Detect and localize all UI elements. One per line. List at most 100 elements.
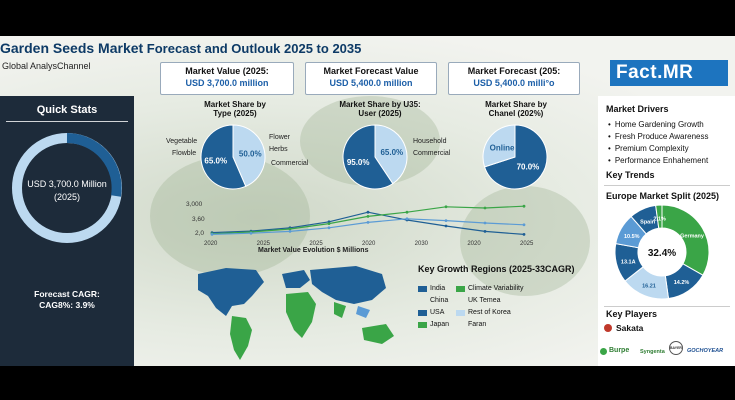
- title-main: Garden Seeds Market: [0, 40, 144, 56]
- divider: [604, 306, 730, 307]
- map-asia: [310, 266, 386, 304]
- legend-item: Japan: [430, 321, 450, 328]
- y-tick-label: 3,60: [192, 216, 205, 223]
- pie-side-label: Commercial: [271, 160, 309, 167]
- kpi-label: Market Value (2025:: [185, 66, 269, 76]
- line-point: [444, 205, 448, 209]
- page-title: Garden Seeds Market Forecast and Outlouk…: [0, 40, 361, 58]
- legend-swatch: [418, 310, 427, 316]
- pie-side-label: Flowble: [172, 150, 197, 157]
- player-syngenta: Syngenta: [640, 349, 665, 355]
- pie-side-label: Flower: [269, 134, 291, 141]
- map-africa: [286, 292, 316, 338]
- line-point: [522, 223, 526, 227]
- pie-slice: [200, 124, 247, 190]
- line-chart-caption: Market Value Evolution $ Millions: [258, 247, 369, 254]
- quick-stats-panel: Quick Stats USD 3,700.0 Million (2025) F…: [0, 96, 134, 366]
- europe-title: Europe Market Split (2025): [606, 191, 720, 201]
- logo-suffix: .MR: [657, 62, 694, 83]
- x-tick-label: 2025: [309, 241, 323, 247]
- line-point: [249, 231, 253, 235]
- divider: [6, 121, 128, 122]
- line-point: [288, 227, 292, 231]
- quick-stats-ring: [12, 133, 122, 243]
- driver-item: Performance Enhahement: [608, 156, 708, 165]
- regions-legend-title: Key Growth Regions (2025-33CAGR): [418, 264, 575, 274]
- kpi-label: Market Forecast (205:: [467, 66, 561, 76]
- legend-item: USA: [430, 309, 445, 316]
- pie-slice-label: 70.0%: [517, 162, 540, 171]
- line-point: [288, 230, 292, 233]
- line-point: [483, 230, 487, 233]
- legend-swatch: [418, 286, 427, 292]
- quick-stats-year: (2025): [53, 192, 80, 202]
- line-series: [211, 205, 525, 235]
- pie-slice: [661, 204, 710, 276]
- line-point: [366, 221, 370, 224]
- pie-user-title: Market Share by U35: User (2025): [339, 100, 421, 118]
- drivers-title: Market Drivers: [606, 104, 669, 114]
- pie-slice-label: 10.5%: [624, 234, 640, 240]
- divider: [604, 185, 730, 186]
- pie-slice: [342, 124, 394, 190]
- line-point: [210, 233, 214, 236]
- player-goodyear: GOCHOYEAR: [687, 348, 724, 354]
- kpi-forecast-value: Market Forecast Value USD 5,400.0 millio…: [305, 62, 437, 95]
- kpi-value: USD 5,400.0 million: [329, 78, 413, 88]
- subtitle: Global AnalysChannel: [2, 61, 91, 71]
- line-point: [444, 219, 448, 222]
- cagr-label: Forecast CAGR:: [34, 289, 100, 299]
- x-tick-label: 2030: [414, 241, 429, 247]
- pie-slice: [232, 124, 266, 188]
- kpi-value: USD 3,700.0 million: [185, 78, 269, 88]
- map-southeast-asia: [356, 306, 370, 318]
- kpi-label: Market Forecast Value: [323, 66, 419, 76]
- bayer-icon: [669, 341, 683, 355]
- line-point: [366, 215, 370, 218]
- legend-item: UK Temea: [468, 297, 501, 304]
- pie-slice-label: Germany: [680, 234, 705, 240]
- legend-item: Rest of Korea: [468, 309, 511, 316]
- line-point: [483, 206, 487, 210]
- pie-side-label: Vegetable: [166, 138, 198, 145]
- ring-fill: [66, 133, 122, 197]
- pie-slice: [482, 124, 516, 168]
- map-south-america: [230, 316, 252, 360]
- x-tick-label: 2020: [362, 241, 376, 247]
- kpi-value: USD 5,400.0 milli°o: [473, 78, 555, 88]
- line-point: [522, 233, 526, 236]
- legend-swatch: [456, 310, 465, 316]
- map-europe: [282, 270, 310, 288]
- kpi-market-forecast: Market Forecast (205: USD 5,400.0 milli°…: [448, 62, 580, 95]
- legend-swatch: [418, 322, 427, 328]
- players-title: Key Players: [606, 309, 658, 319]
- line-point: [444, 224, 448, 228]
- burpee-icon: [600, 348, 607, 355]
- pie-side-label: Herbs: [269, 146, 288, 153]
- player-burpee: Burpe: [609, 347, 630, 354]
- x-tick-label: 2020: [467, 241, 481, 247]
- pie-channel-title: Market Share by Chanel (202%): [485, 100, 547, 118]
- pie-slice-label: 16.21: [642, 283, 656, 289]
- line-point: [405, 210, 409, 214]
- pie-slice: [655, 204, 663, 229]
- pie-type-title: Market Share by Type (2025): [204, 100, 266, 118]
- pie-slice-label: Spain: [640, 219, 656, 225]
- driver-item: Fresh Produce Awareness: [608, 132, 709, 141]
- pie-side-label: Household: [413, 138, 447, 145]
- pie-slice-label: 13.1A: [621, 259, 636, 265]
- x-tick-label: 2025: [520, 241, 534, 247]
- quick-stats-title: Quick Stats: [36, 104, 98, 116]
- pie-slice-label: Online: [490, 144, 515, 153]
- pie-channel: 70.0%Online: [482, 124, 548, 190]
- line-point: [366, 210, 370, 214]
- pie-slice-label: 95.0%: [347, 158, 370, 167]
- factmr-logo: Fact.MR: [610, 60, 728, 86]
- line-point: [522, 204, 526, 208]
- pie-slice: [483, 124, 548, 190]
- cagr-value: CAG8%: 3.9%: [39, 300, 95, 310]
- line-point: [327, 226, 331, 230]
- driver-item: Home Gardening Growth: [608, 120, 704, 129]
- pie-slice-label: 2.1%: [653, 216, 666, 222]
